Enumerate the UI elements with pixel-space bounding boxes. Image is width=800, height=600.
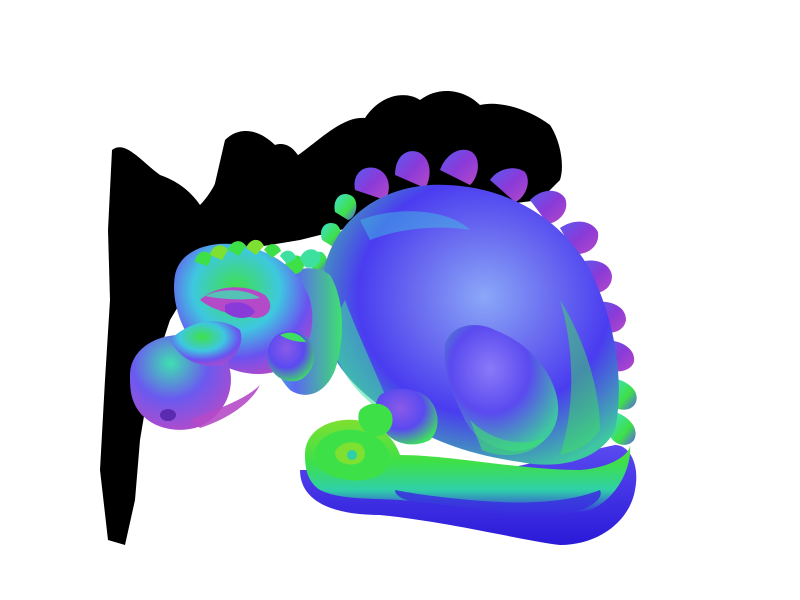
back-spikes: [309, 149, 637, 445]
dragon-head: [130, 239, 315, 430]
tail-curl: [315, 429, 390, 481]
front-arm: [358, 388, 438, 445]
hind-leg: [444, 325, 559, 456]
tail-base: [300, 419, 637, 545]
